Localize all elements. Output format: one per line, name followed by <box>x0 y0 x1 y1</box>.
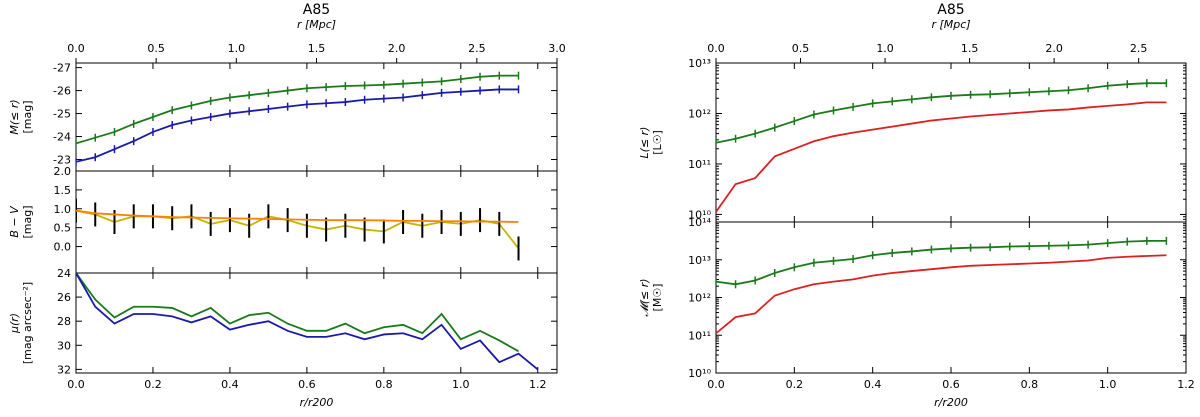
y-tick-label: 10¹² <box>688 292 711 305</box>
y-tick-label: 0.5 <box>54 222 72 235</box>
y-tick-label: 0.0 <box>54 241 72 254</box>
panel-frame-luminosity <box>715 62 1187 223</box>
y-tick-label: 10¹⁴ <box>688 216 711 229</box>
chart-title: A85 <box>937 2 964 18</box>
x-axis-label: r/r200 <box>300 396 334 409</box>
y-axis-unit: [mag] <box>21 100 34 133</box>
y-axis-label-group: B − V [mag] <box>8 205 34 239</box>
top-axis-tick-label: 1.0 <box>228 42 246 55</box>
y-tick-label: -26 <box>53 85 71 98</box>
y-tick-label: 10¹⁰ <box>688 367 711 380</box>
top-axis-label: r [Mpc] <box>931 18 970 31</box>
top-axis-tick-label: 0.0 <box>707 42 725 55</box>
y-tick-label: -24 <box>53 131 71 144</box>
top-axis-tick-label: 3.0 <box>548 42 566 55</box>
panel-frame-surface-brightness <box>75 272 558 374</box>
y-axis-label: B − V <box>8 205 21 238</box>
x-tick-label: 0.2 <box>144 378 162 391</box>
top-axis-tick-label: 0.0 <box>67 42 85 55</box>
top-axis-label: r [Mpc] <box>297 18 336 31</box>
series-line-luminosity-1 <box>716 101 1167 213</box>
y-axis-label: 𝓜(≤ r) <box>638 278 651 316</box>
top-axis-tick-label: 1.5 <box>308 42 326 55</box>
y-tick-label: 10¹⁰ <box>688 208 711 221</box>
y-axis-unit: [mag arcsec⁻²] <box>21 282 34 364</box>
y-tick-label: 30 <box>57 339 71 352</box>
x-tick-label: 0.0 <box>707 378 725 391</box>
x-tick-label: 1.0 <box>1099 378 1117 391</box>
y-tick-label: 10¹¹ <box>688 329 711 342</box>
series-line-surface-brightness-1 <box>76 273 539 371</box>
top-axis-tick-label: 2.5 <box>468 42 486 55</box>
y-tick-label: 10¹¹ <box>688 158 711 171</box>
y-axis-label-group: μ(r) [mag arcsec⁻²] <box>8 282 34 364</box>
series-group-surface-brightness <box>76 273 539 371</box>
y-axis-label-group: 𝓜(≤ r) [M☉] <box>638 278 664 316</box>
series-group-color <box>76 198 520 261</box>
series-line-mass-0 <box>716 239 1167 286</box>
y-axis-label: μ(r) <box>8 313 21 334</box>
y-tick-label: 10¹² <box>688 107 711 120</box>
series-line-color-1 <box>76 209 519 223</box>
top-axis-tick-label: 2.5 <box>1130 42 1148 55</box>
x-axis-label: r/r200 <box>934 396 968 409</box>
y-axis-label: L(≤ r) <box>638 127 651 159</box>
y-tick-label: 2.0 <box>54 165 72 178</box>
y-tick-label: 24 <box>57 267 71 280</box>
x-tick-label: 1.2 <box>529 378 547 391</box>
y-axis-unit: [M☉] <box>651 284 664 312</box>
y-tick-label: -23 <box>53 154 71 167</box>
series-line-magnitude-0 <box>76 74 519 145</box>
series-group-magnitude <box>76 71 520 166</box>
y-tick-label: 26 <box>57 291 71 304</box>
y-tick-label: -27 <box>53 62 71 75</box>
series-group-mass <box>716 236 1168 335</box>
x-tick-label: 0.4 <box>864 378 882 391</box>
top-axis-tick-label: 1.5 <box>961 42 979 55</box>
y-tick-label: 1.5 <box>54 184 72 197</box>
x-tick-label: 0.4 <box>221 378 239 391</box>
panel-frame-magnitude <box>75 62 558 172</box>
series-group-luminosity <box>716 79 1168 213</box>
y-axis-label-group: M(≤ r) [mag] <box>8 99 34 134</box>
y-axis-unit: [L☉] <box>651 130 664 155</box>
y-axis-label: M(≤ r) <box>8 99 21 134</box>
x-tick-label: 0.6 <box>942 378 960 391</box>
series-line-magnitude-1 <box>76 88 519 163</box>
y-tick-label: 10¹³ <box>688 254 711 267</box>
x-tick-label: 0.0 <box>67 378 85 391</box>
y-axis-label-group: L(≤ r) [L☉] <box>638 127 664 159</box>
x-tick-label: 0.6 <box>298 378 316 391</box>
x-tick-label: 0.2 <box>786 378 804 391</box>
y-tick-label: 1.0 <box>54 203 72 216</box>
y-tick-label: 10¹³ <box>688 57 711 70</box>
x-tick-label: 1.0 <box>452 378 470 391</box>
x-tick-label: 0.8 <box>1021 378 1039 391</box>
chart-title: A85 <box>303 2 330 18</box>
y-tick-label: 32 <box>57 363 71 376</box>
y-tick-label: 28 <box>57 315 71 328</box>
series-line-luminosity-0 <box>716 82 1167 144</box>
top-axis-tick-label: 0.5 <box>147 42 165 55</box>
top-axis-tick-label: 0.5 <box>792 42 810 55</box>
top-axis-tick-label: 2.0 <box>1045 42 1063 55</box>
x-tick-label: 1.2 <box>1177 378 1195 391</box>
y-axis-unit: [mag] <box>21 205 34 238</box>
top-axis-tick-label: 2.0 <box>388 42 406 55</box>
series-line-surface-brightness-0 <box>76 273 519 353</box>
series-line-mass-1 <box>716 254 1167 335</box>
x-tick-label: 0.8 <box>375 378 393 391</box>
y-tick-label: -25 <box>53 108 71 121</box>
top-axis-tick-label: 1.0 <box>876 42 894 55</box>
